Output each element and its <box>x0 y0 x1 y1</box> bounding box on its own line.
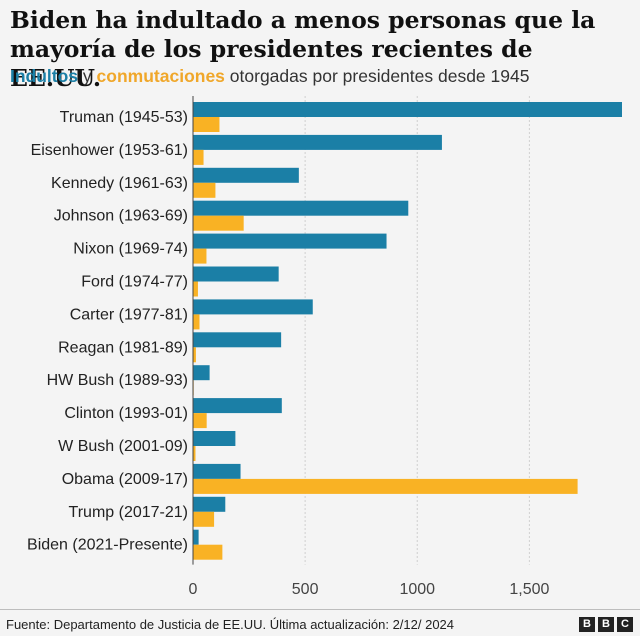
bar-pardons <box>193 299 313 315</box>
x-tick-label: 1000 <box>399 581 435 598</box>
bar-commutations <box>193 149 204 165</box>
category-label: W Bush (2001-09) <box>58 438 188 455</box>
bar-commutations <box>193 413 207 429</box>
bbc-logo: B B C <box>579 617 633 632</box>
bar-pardons <box>193 134 442 150</box>
bar-pardons <box>193 529 199 545</box>
bar-commutations <box>193 281 198 297</box>
chart-title: Biden ha indultado a menos personas que … <box>10 6 596 92</box>
footer: Fuente: Departamento de Justicia de EE.U… <box>0 609 640 636</box>
category-label: Kennedy (1961-63) <box>51 175 188 192</box>
chart-subtitle: Indultos y conmutaciones otorgadas por p… <box>10 66 529 87</box>
bar-pardons <box>193 365 210 381</box>
bar-commutations <box>193 544 223 560</box>
category-label: Carter (1977-81) <box>70 306 188 323</box>
category-label: Truman (1945-53) <box>60 109 188 126</box>
category-label: Trump (2017-21) <box>69 504 188 521</box>
category-label: Reagan (1981-89) <box>58 339 188 356</box>
x-tick-label: 0 <box>189 581 198 598</box>
bar-commutations <box>193 182 216 198</box>
bar-pardons <box>193 398 282 414</box>
category-label: Ford (1974-77) <box>81 274 188 291</box>
bar-commutations <box>193 248 207 264</box>
legend-commutations: conmutaciones <box>96 66 225 86</box>
bbc-logo-letter: B <box>579 617 595 632</box>
gridlines <box>304 96 530 565</box>
bar-commutations <box>193 478 578 494</box>
category-label: Eisenhower (1953-61) <box>31 142 188 159</box>
bbc-logo-letter: B <box>598 617 614 632</box>
x-tick-label: 500 <box>292 581 319 598</box>
bar-pardons <box>193 167 299 183</box>
subtitle-join: y <box>82 66 92 86</box>
bar-pardons <box>193 332 282 348</box>
bar-pardons <box>193 200 409 216</box>
bar-commutations <box>193 446 196 461</box>
bar-commutations <box>193 511 215 527</box>
bar-pardons <box>193 102 622 117</box>
category-label: Clinton (1993-01) <box>64 405 188 422</box>
subtitle-rest: otorgadas por presidentes desde 1945 <box>229 66 530 86</box>
bar-commutations <box>193 215 244 231</box>
bar-pardons <box>193 431 236 446</box>
x-tick-labels: 0 500 1000 1,500 <box>189 581 550 598</box>
category-label: Obama (2009-17) <box>62 471 188 488</box>
category-label: Nixon (1969-74) <box>73 241 188 258</box>
legend-pardons: Indultos <box>10 66 79 86</box>
bar-commutations <box>193 347 196 363</box>
bar-pardons <box>193 233 387 249</box>
bbc-logo-letter: C <box>617 617 633 632</box>
bar-commutations <box>193 314 200 330</box>
bar-pardons <box>193 496 226 512</box>
source-note: Fuente: Departamento de Justicia de EE.U… <box>6 617 455 632</box>
bars <box>192 96 622 565</box>
bar-pardons <box>193 266 279 282</box>
category-labels: Truman (1945-53) Eisenhower (1953-61) Kenn… <box>27 109 188 554</box>
x-tick-label: 1,500 <box>509 581 549 598</box>
bar-commutations <box>193 117 220 132</box>
category-label: Johnson (1963-69) <box>54 208 188 225</box>
category-label: HW Bush (1989-93) <box>47 372 188 389</box>
category-label: Biden (2021-Presente) <box>27 537 188 554</box>
bar-pardons <box>193 463 241 479</box>
bar-chart: Truman (1945-53) Eisenhower (1953-61) Kenn… <box>27 96 622 598</box>
